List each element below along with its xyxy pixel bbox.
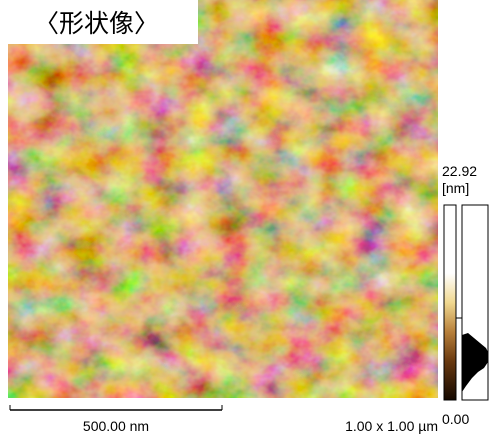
title: 〈形状像〉 (34, 10, 159, 38)
histogram (462, 333, 488, 400)
afm-image (8, 0, 438, 398)
color-bar-unit: [nm] (442, 180, 469, 196)
scan-size: 1.00 x 1.00 µm (345, 418, 438, 434)
color-bar-max: 22.92 (442, 163, 477, 179)
title-box (0, 0, 198, 44)
scale-bar-label: 500.00 nm (83, 418, 149, 434)
color-bar (443, 204, 457, 401)
color-bar-min: 0.00 (442, 411, 469, 427)
